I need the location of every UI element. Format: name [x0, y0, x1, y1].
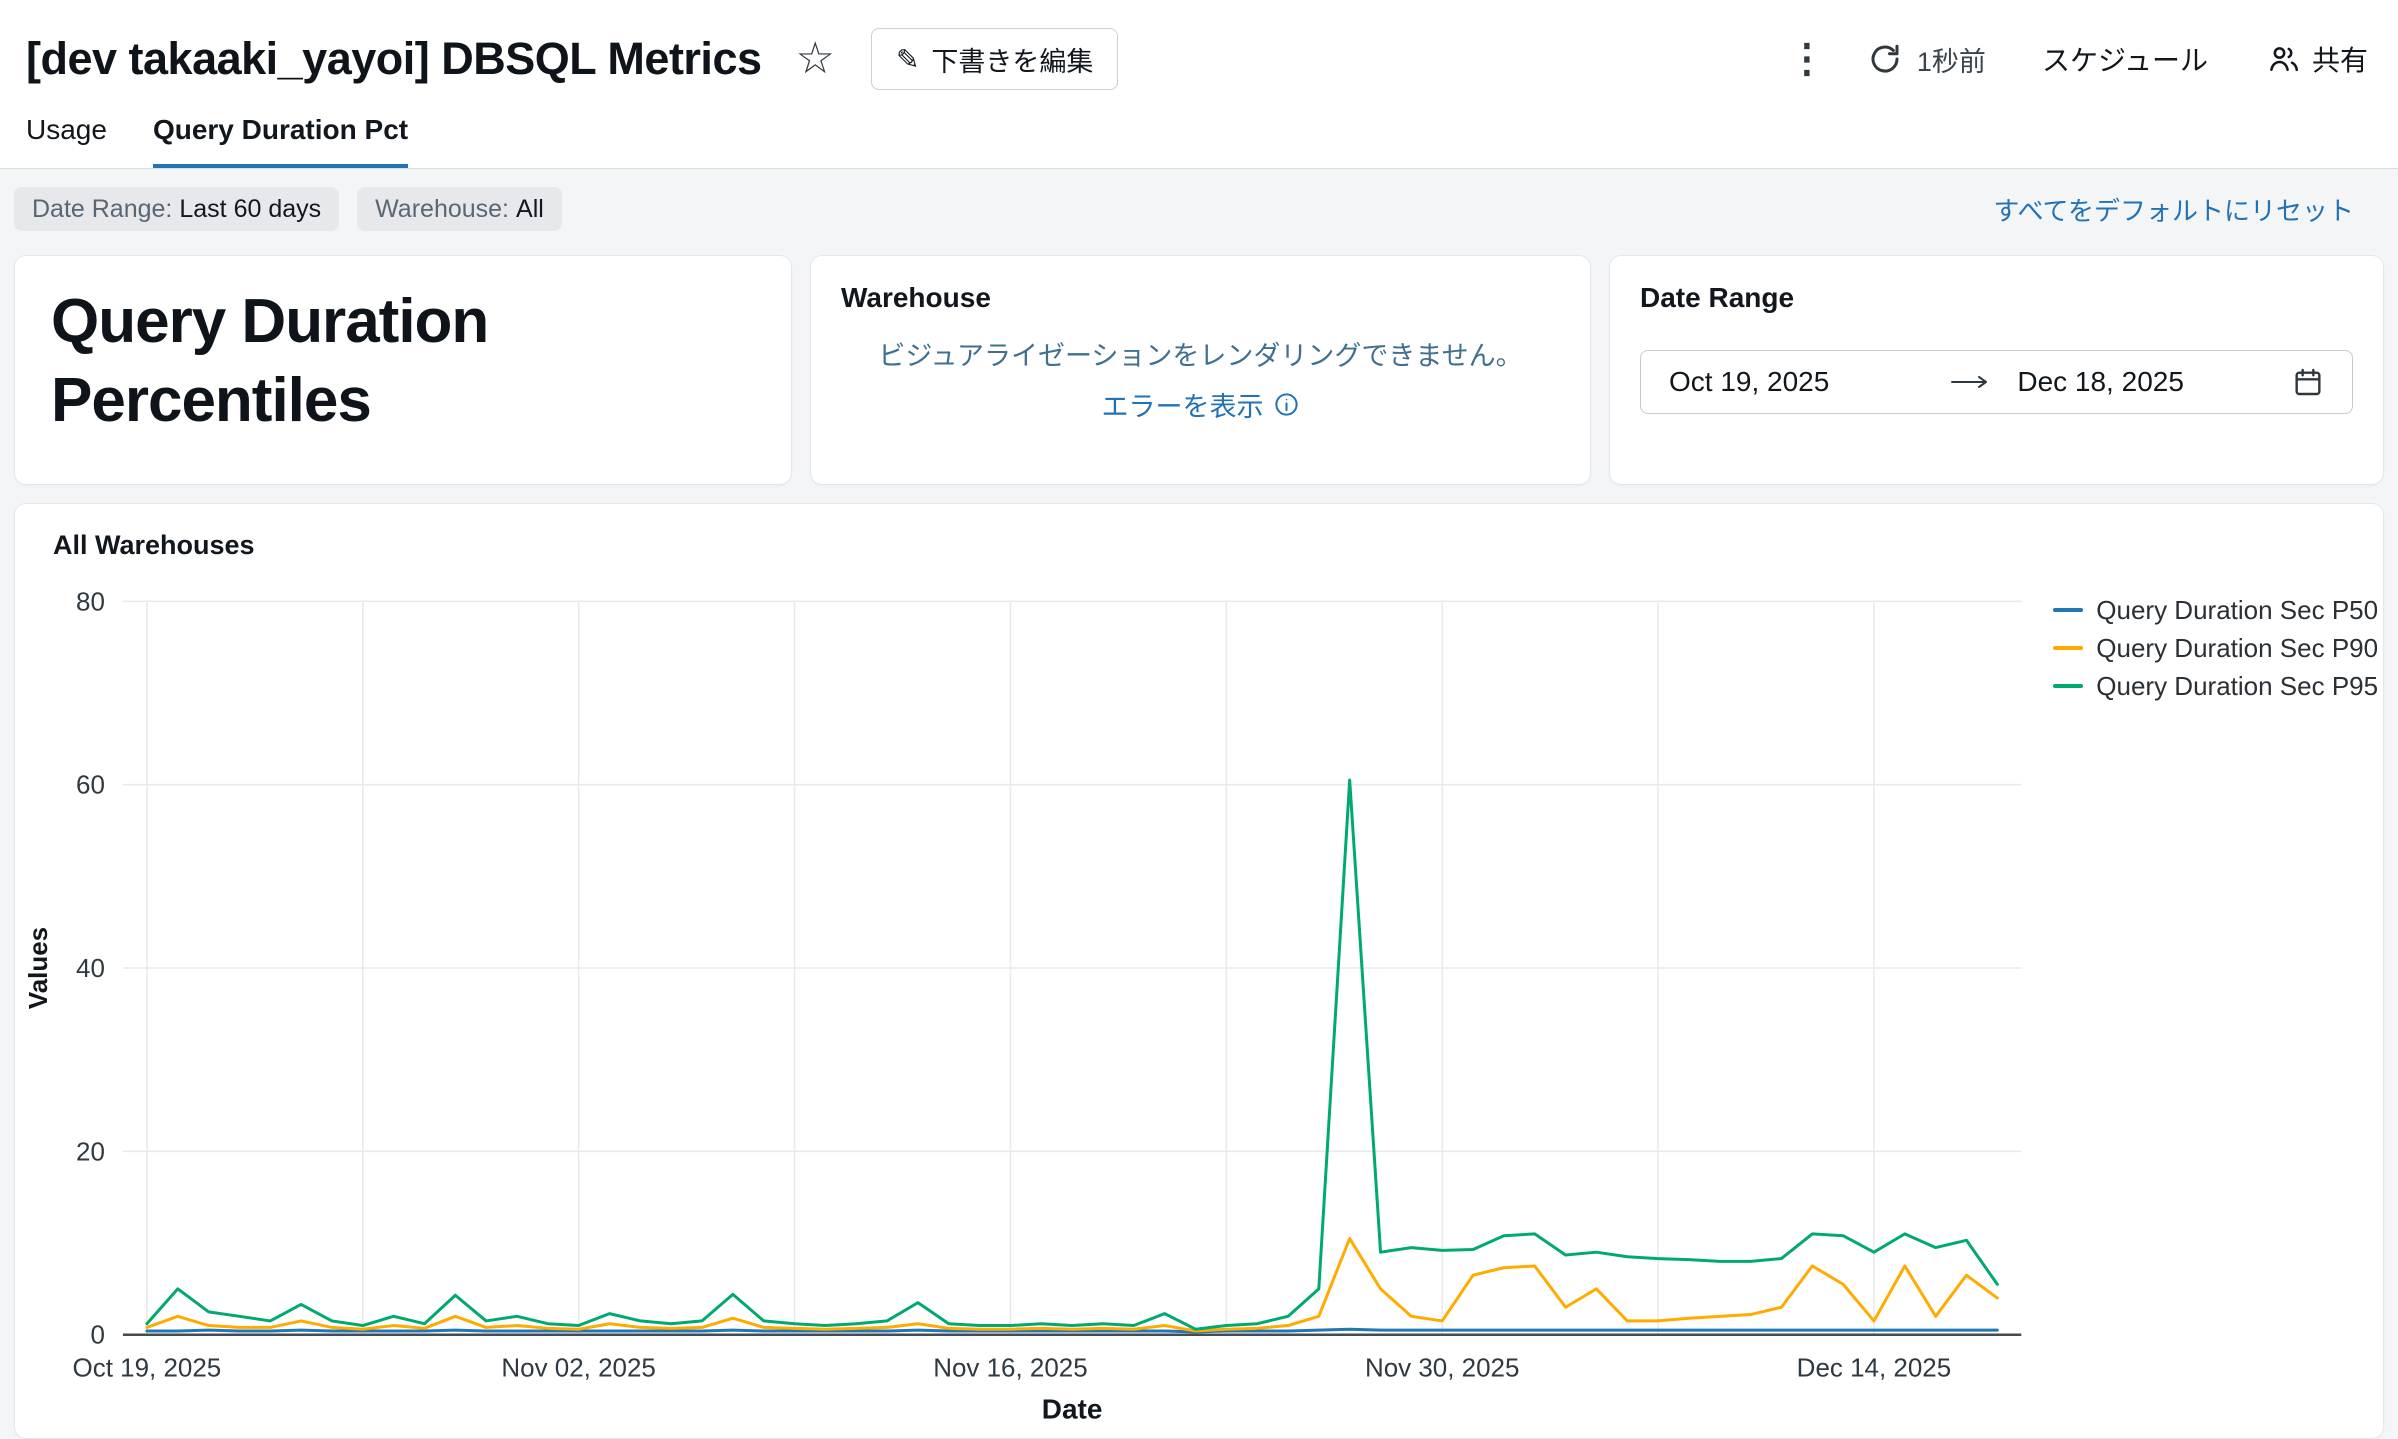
legend-color-dash	[2053, 608, 2084, 612]
title-row: [dev takaaki_yayoi] DBSQL Metrics ☆ ✎ 下書…	[0, 0, 2398, 92]
chart-widget: All Warehouses 0 20 40 60 80 Oct 19, 2025 Nov …	[14, 503, 2384, 1439]
svg-text:Nov 02, 2025: Nov 02, 2025	[501, 1353, 655, 1383]
arrow-right-icon	[1949, 373, 1991, 391]
svg-text:80: 80	[76, 586, 105, 616]
header: [dev takaaki_yayoi] DBSQL Metrics ☆ ✎ 下書…	[0, 0, 2398, 169]
chip-label: Date Range:	[32, 194, 173, 223]
legend-label: Query Duration Sec P90	[2096, 632, 2379, 663]
widgets-row: Query Duration Percentiles Warehouse ビジュ…	[14, 255, 2384, 485]
info-icon	[1273, 391, 1300, 418]
svg-text:Date: Date	[1042, 1394, 1103, 1423]
warehouse-filter-widget: Warehouse ビジュアライゼーションをレンダリングできません。 エラーを表…	[810, 255, 1591, 485]
date-range-widget-title: Date Range	[1640, 282, 1795, 313]
date-range-picker[interactable]: Oct 19, 2025 Dec 18, 2025	[1640, 350, 2353, 414]
last-refresh-time: 1秒前	[1916, 46, 1986, 77]
kebab-menu-icon[interactable]: ⋮	[1786, 37, 1827, 81]
svg-text:40: 40	[76, 953, 105, 983]
show-error-link[interactable]: エラーを表示	[1102, 385, 1300, 424]
filter-chip-date-range[interactable]: Date Range: Last 60 days	[14, 187, 340, 231]
pencil-icon: ✎	[895, 43, 920, 75]
share-label: 共有	[2311, 45, 2368, 76]
svg-text:0: 0	[90, 1320, 104, 1350]
schedule-button[interactable]: スケジュール	[2042, 39, 2208, 79]
people-icon	[2266, 41, 2302, 77]
chip-value: All	[516, 194, 544, 223]
widget-big-title: Query Duration Percentiles	[51, 282, 755, 441]
chart-title: All Warehouses	[53, 530, 255, 560]
reset-defaults-link[interactable]: すべてをデフォルトにリセット	[1993, 195, 2354, 226]
tab-query-duration-pct[interactable]: Query Duration Pct	[152, 114, 409, 168]
svg-text:Values: Values	[23, 927, 53, 1009]
favorite-star-icon[interactable]: ☆	[795, 34, 835, 83]
chip-value: Last 60 days	[179, 194, 322, 223]
warehouse-widget-title: Warehouse	[841, 282, 991, 313]
big-title-line2: Percentiles	[51, 366, 372, 436]
share-button[interactable]: 共有	[2266, 39, 2368, 79]
svg-text:Oct 19, 2025: Oct 19, 2025	[73, 1353, 222, 1383]
error-message: ビジュアライゼーションをレンダリングできません。	[878, 341, 1523, 371]
show-error-label: エラーを表示	[1101, 392, 1264, 422]
calendar-icon[interactable]	[2292, 366, 2324, 398]
legend-label: Query Duration Sec P95	[2096, 670, 2379, 701]
line-chart[interactable]: 0 20 40 60 80 Oct 19, 2025 Nov 02, 2025 Nov 16,…	[15, 565, 2053, 1423]
start-date-value[interactable]: Oct 19, 2025	[1669, 366, 1830, 397]
visualization-error: ビジュアライゼーションをレンダリングできません。 エラーを表示	[841, 300, 1560, 458]
legend-color-dash	[2053, 684, 2084, 688]
tab-usage[interactable]: Usage	[26, 114, 107, 145]
svg-text:Nov 16, 2025: Nov 16, 2025	[933, 1353, 1087, 1383]
chart-legend: Query Duration Sec P50 Query Duration Sec…	[2053, 591, 2383, 1423]
legend-label: Query Duration Sec P50	[2096, 594, 2379, 625]
legend-item[interactable]: Query Duration Sec P50	[2053, 591, 2383, 629]
legend-item[interactable]: Query Duration Sec P90	[2053, 629, 2383, 667]
svg-text:60: 60	[76, 770, 105, 800]
legend-color-dash	[2053, 646, 2084, 650]
svg-text:20: 20	[76, 1136, 105, 1166]
chip-label: Warehouse:	[375, 194, 510, 223]
svg-text:Nov 30, 2025: Nov 30, 2025	[1365, 1353, 1519, 1383]
big-title-line1: Query Duration	[51, 287, 489, 356]
refresh-icon[interactable]	[1867, 41, 1903, 77]
legend-item[interactable]: Query Duration Sec P95	[2053, 667, 2383, 705]
filter-chip-warehouse[interactable]: Warehouse: All	[357, 187, 562, 231]
edit-draft-button[interactable]: ✎ 下書きを編集	[870, 28, 1119, 90]
end-date-value[interactable]: Dec 18, 2025	[2017, 366, 2184, 397]
page-title: [dev takaaki_yayoi] DBSQL Metrics	[26, 33, 762, 84]
chart-area: 0 20 40 60 80 Oct 19, 2025 Nov 02, 2025 Nov 16,…	[15, 565, 2383, 1423]
title-widget: Query Duration Percentiles	[14, 255, 792, 485]
date-range-widget: Date Range Oct 19, 2025 Dec 18, 2025	[1609, 255, 2384, 485]
edit-draft-label: 下書きを編集	[931, 46, 1094, 77]
svg-text:Dec 14, 2025: Dec 14, 2025	[1797, 1353, 1951, 1383]
filter-bar: Date Range: Last 60 days Warehouse: All …	[0, 169, 2398, 245]
tab-bar: Usage Query Duration Pct	[0, 92, 2398, 169]
